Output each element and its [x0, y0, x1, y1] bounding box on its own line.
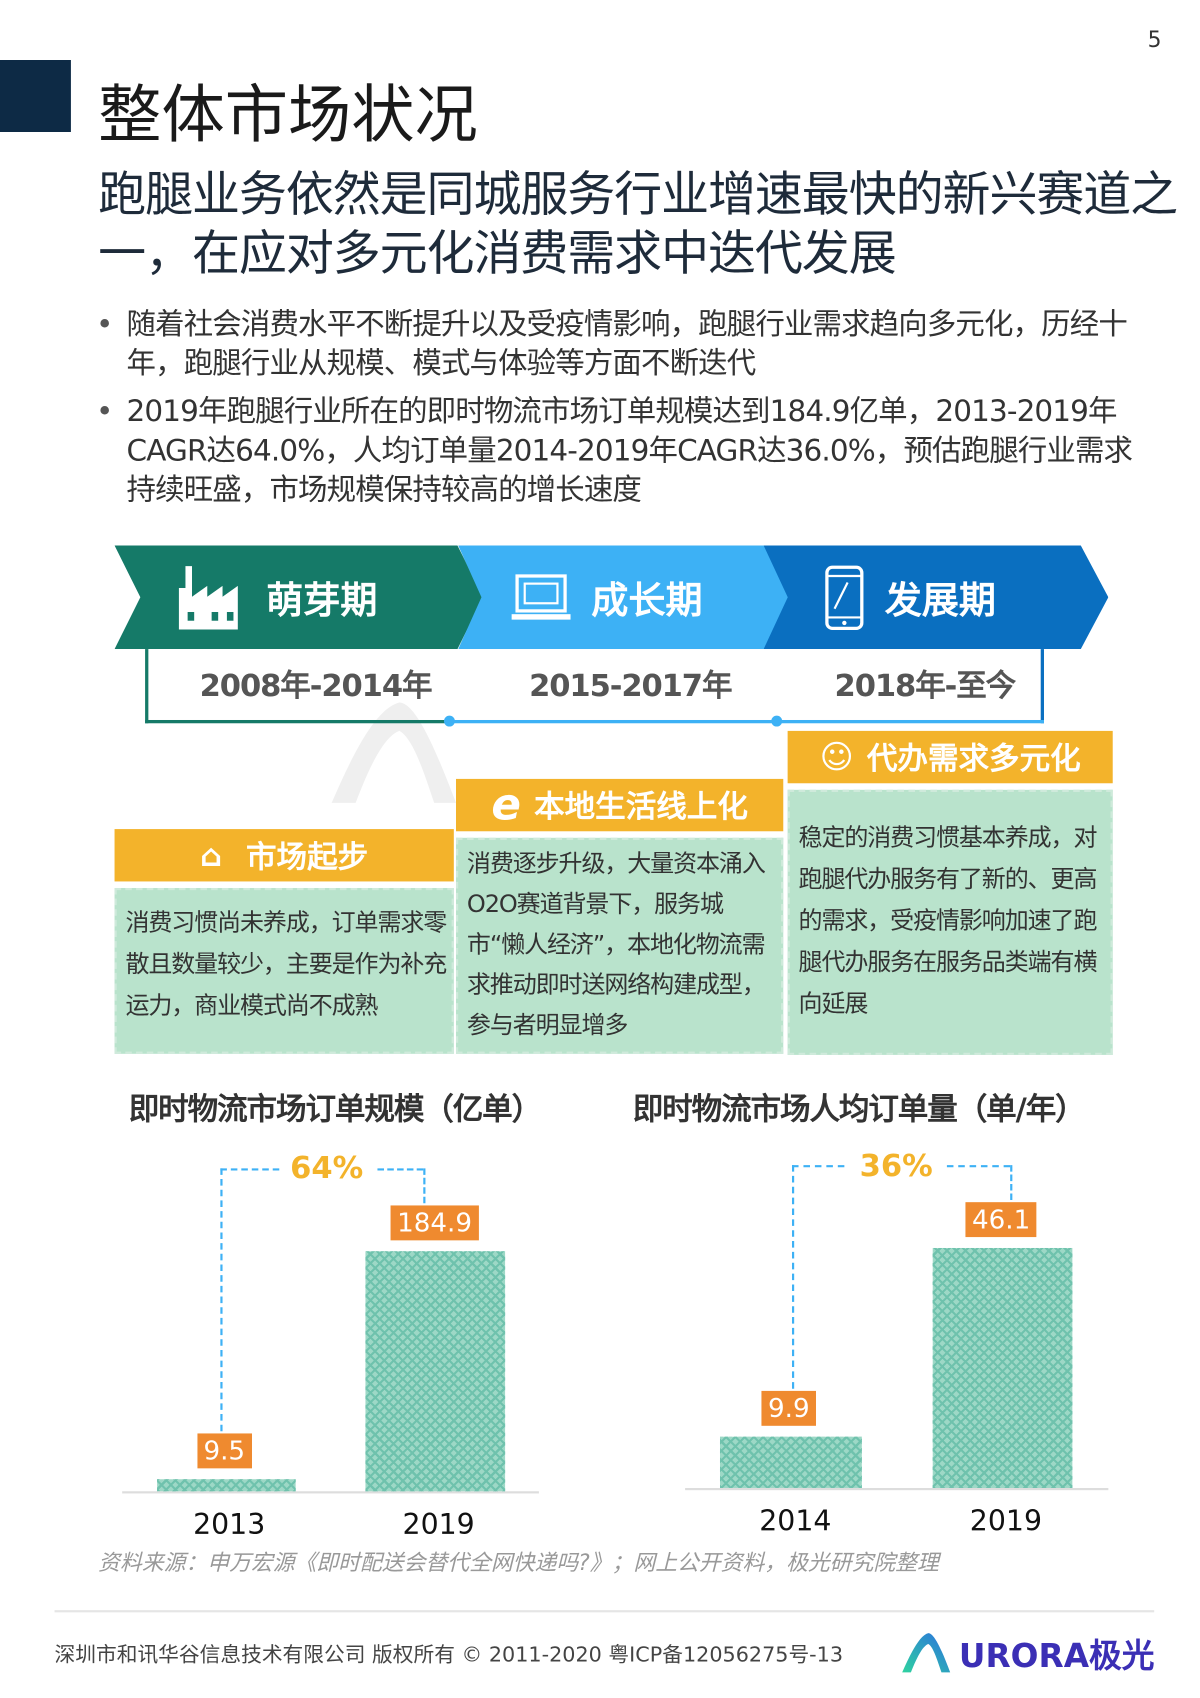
bullet-list: 随着社会消费水平不断提升以及受疫情影响，跑腿行业需求趋向多元化，历经十年，跑腿行… [96, 305, 1143, 519]
timeline-stage-2: 成长期 [458, 545, 791, 650]
timeline-stage-3: 发展期 [763, 545, 1109, 650]
value-label: 9.9 [761, 1390, 817, 1426]
x-tick-label: 2013 [193, 1508, 266, 1542]
head-gears-icon: ☺ [819, 737, 854, 777]
cagr-bracket [791, 1165, 845, 1168]
page-subtitle: 跑腿业务依然是同城服务行业增速最快的新兴赛道之一，在应对多元化消费需求中迭代发展 [98, 166, 1178, 282]
x-tick-label: 2019 [402, 1508, 475, 1542]
card-title: 本地生活线上化 [534, 788, 748, 825]
card-market-start: ⌂ 市场起步 消费习惯尚未养成，订单需求零散且数量较少，主要是作为补充运力，商业模… [114, 829, 454, 1054]
period-label: 2008年-2014年 [199, 667, 433, 704]
chart-title: 即时物流市场订单规模（亿单） [128, 1090, 542, 1127]
footer-copyright: 深圳市和讯华谷信息技术有限公司 版权所有 © 2011-2020 粤ICP备12… [54, 1642, 844, 1667]
source-note: 资料来源：申万宏源《即时配送会替代全网快递吗?》；网上公开资料，极光研究院整理 [98, 1549, 939, 1576]
card-text: 消费习惯尚未养成，订单需求零散且数量较少，主要是作为补充运力，商业模式尚不成熟 [114, 887, 454, 1054]
aurora-logo: URORA极光 [900, 1629, 1155, 1677]
card-text: 稳定的消费习惯基本养成，对跑腿代办服务有了新的、更高的需求，受疫情影响加速了跑腿… [787, 789, 1113, 1055]
laptop-icon [511, 573, 571, 620]
internet-explorer-icon: e [491, 779, 521, 831]
bar-2014 [719, 1436, 862, 1488]
cagr-label: 64% [290, 1149, 364, 1186]
stage-label: 成长期 [591, 579, 703, 623]
chart-baseline [685, 1487, 1109, 1491]
smartphone-icon [825, 565, 864, 630]
chart-baseline [122, 1491, 539, 1494]
timeline-dot [771, 715, 783, 727]
x-tick-label: 2014 [759, 1505, 832, 1539]
factory-icon [178, 565, 238, 629]
card-text: 消费逐步升级，大量资本涌入O2O赛道背景下，服务城市“懒人经济”，本地化物流需求… [455, 837, 784, 1054]
value-label: 46.1 [965, 1202, 1037, 1238]
logo-text: URORA极光 [958, 1637, 1155, 1676]
card-title: 代办需求多元化 [866, 740, 1081, 777]
cagr-label: 36% [859, 1147, 933, 1184]
bar-2019 [365, 1251, 506, 1492]
bar-2013 [157, 1478, 296, 1492]
card-title: 市场起步 [246, 838, 369, 875]
timeline-period-box: 2008年-2014年 2015-2017年 2018年-至今 [145, 649, 1044, 727]
footer-divider [54, 1610, 1155, 1613]
cagr-bracket [791, 1165, 795, 1389]
cagr-bracket [946, 1165, 1011, 1168]
value-label: 184.9 [390, 1205, 479, 1241]
stage-label: 萌芽期 [266, 579, 378, 623]
building-icon: ⌂ [200, 837, 223, 874]
bar-2019 [932, 1247, 1073, 1488]
bullet-item: 随着社会消费水平不断提升以及受疫情影响，跑腿行业需求趋向多元化，历经十年，跑腿行… [96, 305, 1143, 384]
cagr-bracket [423, 1168, 426, 1204]
card-errand-diversification: ☺ 代办需求多元化 稳定的消费习惯基本养成，对跑腿代办服务有了新的、更高的需求，受… [787, 730, 1113, 1055]
chart-title: 即时物流市场人均订单量（单/年） [632, 1090, 1086, 1127]
period-label: 2015-2017年 [529, 667, 732, 704]
cagr-bracket [220, 1168, 280, 1171]
page-title: 整体市场状况 [98, 77, 478, 152]
cagr-bracket [377, 1168, 424, 1171]
cagr-bracket [1010, 1165, 1013, 1200]
page-number: 5 [1147, 26, 1162, 53]
title-accent-block [0, 59, 71, 132]
watermark-logo [331, 702, 456, 803]
stage-label: 发展期 [884, 579, 996, 623]
x-tick-label: 2019 [969, 1505, 1042, 1539]
aurora-logo-icon [902, 1633, 951, 1673]
period-label: 2018年-至今 [834, 667, 1017, 704]
card-local-life-online: e 本地生活线上化 消费逐步升级，大量资本涌入O2O赛道背景下，服务城市“懒人经济… [455, 778, 784, 1054]
cagr-bracket [220, 1168, 223, 1431]
bullet-item: 2019年跑腿行业所在的即时物流市场订单规模达到184.9亿单，2013-201… [96, 393, 1143, 511]
timeline-dot [443, 715, 455, 727]
value-label: 9.5 [196, 1433, 252, 1469]
timeline-stage-1: 萌芽期 [114, 545, 484, 650]
